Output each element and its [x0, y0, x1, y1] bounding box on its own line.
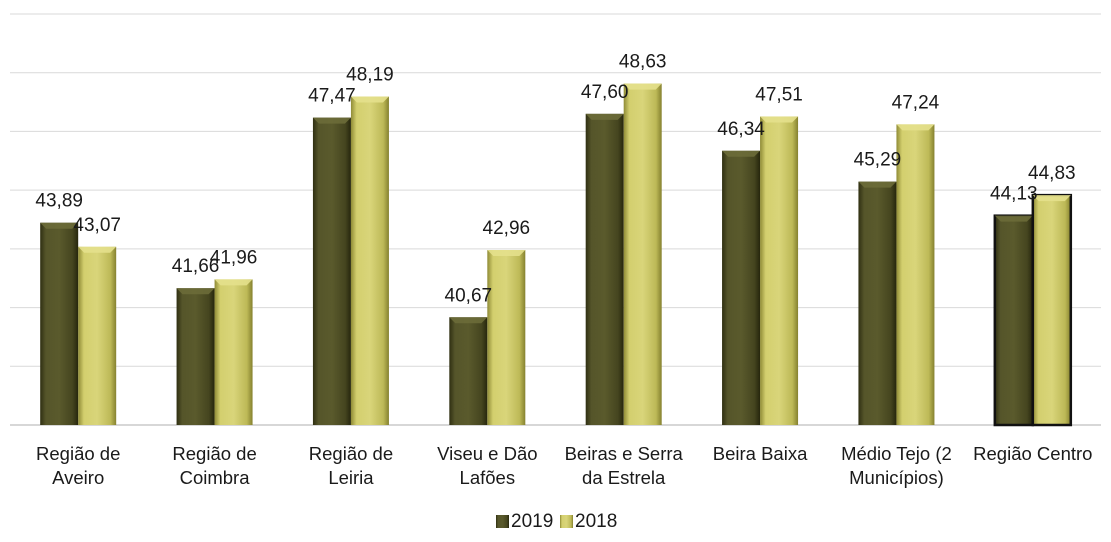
- bar-bevel: [585, 113, 624, 120]
- category-label: Coimbra: [180, 467, 251, 488]
- category-label: Leiria: [328, 467, 374, 488]
- data-label: 45,29: [854, 150, 902, 171]
- data-label: 43,89: [35, 191, 83, 212]
- bar-2018: [487, 250, 526, 425]
- legend-swatch: [496, 515, 509, 528]
- data-label: 40,67: [445, 285, 493, 306]
- category-label: Aveiro: [52, 467, 104, 488]
- bar-bevel: [312, 117, 351, 124]
- data-label: 47,47: [308, 86, 356, 107]
- bar-2018: [350, 96, 389, 426]
- bar-bevel: [40, 222, 79, 229]
- bar-2019: [40, 222, 79, 425]
- bar-2019: [312, 117, 351, 426]
- gridlines: [10, 13, 1101, 426]
- category-label: Região Centro: [973, 443, 1092, 464]
- bar-bevel: [449, 317, 488, 324]
- legend-swatch: [560, 515, 573, 528]
- data-label: 48,63: [619, 52, 667, 73]
- category-label: Viseu e Dão: [437, 443, 537, 464]
- bar-bevel: [350, 96, 389, 103]
- category-label: Beira Baixa: [713, 443, 808, 464]
- bars: [40, 83, 1073, 427]
- bar-bevel: [760, 116, 799, 123]
- bar-2018: [623, 83, 662, 426]
- bar-bevel: [896, 124, 935, 131]
- bar-2019: [176, 288, 215, 425]
- bar-2018: [78, 246, 117, 425]
- data-label: 42,96: [483, 218, 531, 239]
- data-label: 41,66: [172, 256, 220, 277]
- legend-label: 2018: [575, 511, 617, 532]
- data-label: 47,60: [581, 82, 629, 103]
- bar-bevel: [487, 250, 526, 257]
- data-label: 41,96: [210, 247, 258, 268]
- bar-2019: [585, 113, 624, 426]
- category-label: da Estrela: [582, 467, 666, 488]
- bar-bevel: [176, 288, 215, 295]
- category-label: Região de: [36, 443, 120, 464]
- bar-bevel: [722, 150, 761, 157]
- legend: 2019 2018: [496, 511, 617, 532]
- bar-bevel: [1032, 195, 1071, 202]
- bar-2018: [896, 124, 935, 425]
- data-label: 47,51: [755, 84, 803, 105]
- category-label: Médio Tejo (2: [841, 443, 952, 464]
- bar-2018: [214, 279, 253, 425]
- bar-bevel: [858, 181, 897, 188]
- category-label: Municípios): [849, 467, 944, 488]
- category-label: Beiras e Serra: [565, 443, 684, 464]
- data-label: 47,24: [892, 92, 940, 113]
- category-label: Lafões: [460, 467, 516, 488]
- bar-2019: [449, 317, 488, 425]
- bar-2018: [1031, 193, 1073, 427]
- data-label: 43,07: [73, 215, 121, 236]
- bar-bevel: [78, 246, 117, 253]
- bar-bevel: [214, 279, 253, 286]
- bar-2019: [993, 214, 1035, 427]
- bar-2018: [760, 116, 799, 426]
- category-axis: Região de Aveiro Região de Coimbra Região de…: [36, 443, 1092, 488]
- legend-label: 2019: [511, 511, 553, 532]
- data-label: 44,13: [990, 184, 1038, 205]
- category-label: Região de: [309, 443, 393, 464]
- data-label: 44,83: [1028, 163, 1076, 184]
- bar-bevel: [623, 83, 662, 90]
- bar-2019: [858, 181, 897, 425]
- data-label: 46,34: [717, 119, 765, 140]
- data-label: 48,19: [346, 64, 394, 85]
- bar-2019: [722, 150, 761, 425]
- bar-bevel: [994, 215, 1033, 222]
- category-label: Região de: [172, 443, 256, 464]
